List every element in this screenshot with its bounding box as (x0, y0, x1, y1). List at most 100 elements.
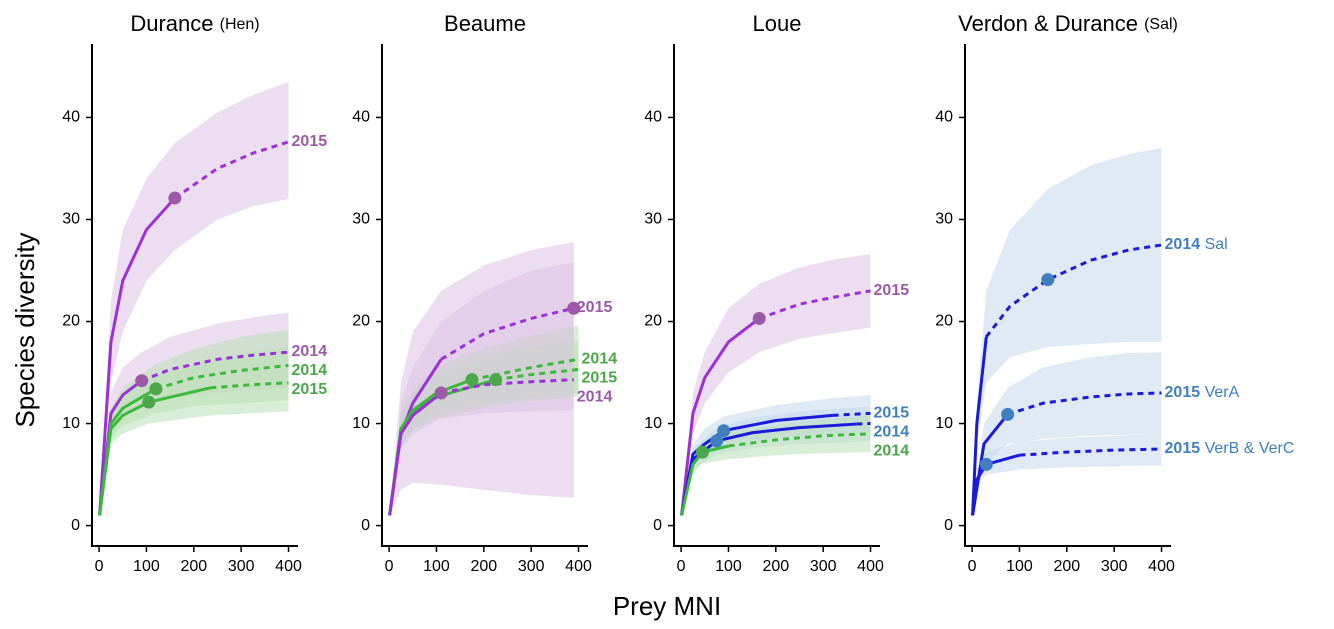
title-suffix: (Sal) (1144, 16, 1178, 33)
curve-extrapolated (440, 378, 574, 395)
x-tick-label: 200 (1053, 558, 1080, 575)
x-tick-label: 300 (228, 558, 255, 575)
curve-extrapolated (155, 363, 289, 391)
y-axis-label: Species diversity (10, 232, 40, 427)
x-tick-label: 300 (518, 558, 545, 575)
series-name: 2014 (292, 362, 328, 379)
x-tick-label: 300 (1101, 558, 1128, 575)
curve-interpolated (388, 391, 443, 516)
series-label: 2015 (292, 133, 328, 150)
title-main: Loue (753, 11, 802, 36)
curve-extrapolated (210, 381, 289, 390)
x-tick-label: 100 (715, 558, 742, 575)
curve-extrapolated (758, 289, 871, 320)
series-name: 2014 (582, 350, 618, 367)
series-name: 2015 (874, 282, 910, 299)
y-tick-label: 10 (352, 415, 370, 432)
series-label: 2015 (577, 299, 613, 316)
series-name: 2014 (874, 424, 910, 441)
observed-point (149, 382, 163, 396)
series-label: 2015 (874, 405, 910, 422)
y-tick-label: 30 (352, 211, 370, 228)
curve-extrapolated (985, 243, 1162, 338)
curve-interpolated (98, 386, 211, 516)
y-tick-label: 40 (62, 109, 80, 126)
panel-title: Verdon & Durance (Sal) (958, 11, 1178, 36)
confidence-band (99, 347, 289, 516)
y-tick-label: 20 (352, 313, 370, 330)
series-name: 2014 (1165, 236, 1201, 253)
confidence-band (972, 352, 1162, 516)
observed-point (434, 386, 448, 400)
x-tick-label: 400 (1148, 558, 1175, 575)
x-tick-label: 0 (677, 558, 686, 575)
y-tick-label: 10 (62, 415, 80, 432)
panel-title: Loue (753, 11, 802, 36)
observed-point (1041, 273, 1055, 287)
title-suffix: (Hen) (220, 16, 260, 33)
x-tick-label: 400 (857, 558, 884, 575)
curve-extrapolated (471, 357, 579, 382)
title-main: Beaume (444, 11, 526, 36)
x-tick-label: 300 (810, 558, 837, 575)
curve-extrapolated (1019, 447, 1162, 457)
observed-point (1001, 407, 1015, 421)
series-note: Sal (1205, 236, 1228, 253)
y-tick-label: 30 (62, 211, 80, 228)
confidence-band (681, 254, 871, 516)
observed-point (567, 301, 581, 315)
x-axis-label: Prey MNI (613, 591, 721, 621)
observed-point (717, 424, 731, 438)
x-tick-label: 200 (470, 558, 497, 575)
series-label: 2015 (582, 369, 618, 386)
curve-interpolated (971, 453, 1020, 516)
series-label: 2014 (577, 388, 613, 405)
y-tick-label: 30 (935, 211, 953, 228)
x-tick-label: 100 (423, 558, 450, 575)
curve-extrapolated (141, 350, 289, 383)
curve-extrapolated (495, 367, 579, 382)
series-note: VerA (1205, 384, 1240, 401)
observed-point (142, 395, 156, 409)
series-label: 2014 (582, 350, 618, 367)
series-label: 2014 (874, 424, 910, 441)
x-tick-label: 100 (133, 558, 160, 575)
x-tick-label: 200 (180, 558, 207, 575)
y-tick-label: 0 (361, 517, 370, 534)
series-label: 2015 VerA (1165, 384, 1240, 401)
y-tick-label: 30 (644, 211, 662, 228)
y-tick-label: 20 (644, 313, 662, 330)
confidence-band (389, 262, 574, 516)
series-label: 2014 (292, 343, 328, 360)
curve-interpolated (680, 317, 761, 516)
y-tick-label: 20 (62, 313, 80, 330)
y-tick-label: 0 (944, 517, 953, 534)
curve-extrapolated (856, 422, 871, 426)
curve-interpolated (971, 336, 988, 516)
series-note: VerB & VerC (1205, 440, 1295, 457)
series-label: 2015 (292, 381, 328, 398)
y-tick-label: 10 (935, 415, 953, 432)
confidence-band (99, 81, 289, 516)
title-main: Durance (130, 11, 213, 36)
x-tick-label: 400 (275, 558, 302, 575)
x-tick-label: 200 (762, 558, 789, 575)
series-name: 2014 (292, 343, 328, 360)
x-tick-label: 0 (385, 558, 394, 575)
y-tick-label: 0 (653, 517, 662, 534)
series-name: 2015 (1165, 440, 1201, 457)
panel-title: Durance (Hen) (130, 11, 259, 36)
curve-extrapolated (440, 306, 575, 361)
x-tick-label: 0 (95, 558, 104, 575)
series-label: 2015 VerB & VerC (1165, 440, 1295, 457)
series-name: 2015 (874, 405, 910, 422)
series-name: 2015 (292, 133, 328, 150)
confidence-band (681, 415, 871, 516)
observed-point (710, 434, 724, 448)
y-tick-label: 10 (644, 415, 662, 432)
observed-point (695, 445, 709, 459)
series-name: 2015 (292, 381, 328, 398)
curve-extrapolated (728, 432, 871, 448)
curve-extrapolated (1007, 391, 1162, 416)
series-label: 2014 (292, 362, 328, 379)
